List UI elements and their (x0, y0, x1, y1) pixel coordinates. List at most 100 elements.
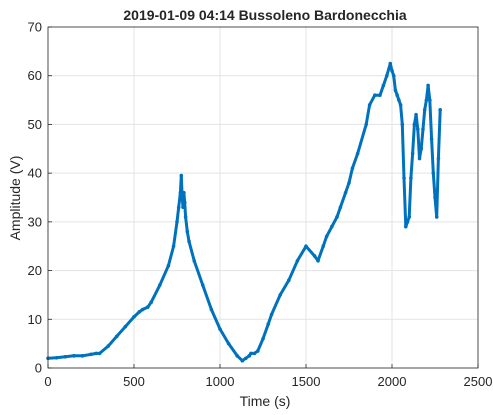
data-point (417, 156, 422, 161)
data-point (424, 98, 429, 102)
data-point (106, 344, 110, 348)
y-axis-label: Amplitude (V) (7, 156, 23, 241)
data-point (183, 215, 188, 219)
data-point (244, 356, 248, 361)
data-point (175, 220, 179, 224)
y-tick-label: 70 (28, 20, 42, 35)
plot-area (48, 27, 478, 368)
y-tick-label: 0 (35, 361, 42, 376)
data-point (381, 83, 386, 88)
data-point (409, 176, 413, 180)
data-point (295, 259, 300, 263)
data-point (123, 324, 128, 329)
data-point (410, 151, 415, 156)
data-point (187, 239, 191, 244)
data-point (269, 312, 274, 317)
data-point (54, 355, 59, 360)
data-point (431, 171, 436, 175)
data-point (94, 351, 98, 356)
data-point (115, 334, 119, 339)
data-point (178, 190, 183, 195)
data-point (398, 103, 403, 107)
x-tick-label: 2000 (378, 374, 407, 389)
data-point (137, 310, 141, 314)
data-point (89, 352, 93, 357)
data-point (412, 122, 417, 127)
data-point (421, 127, 425, 132)
data-point (433, 195, 437, 200)
data-point (355, 151, 360, 156)
data-point (278, 293, 283, 297)
data-point (287, 278, 291, 283)
x-tick-label: 2500 (464, 374, 493, 389)
data-point (171, 244, 176, 249)
data-point (321, 244, 326, 249)
data-point (436, 156, 441, 161)
data-point (63, 354, 67, 359)
data-point (407, 215, 412, 219)
data-point (391, 73, 396, 78)
data-point (419, 146, 424, 151)
x-axis-label: Time (s) (240, 393, 291, 409)
data-point (397, 98, 401, 102)
data-point (218, 327, 222, 331)
data-point (438, 108, 442, 112)
data-point (158, 283, 162, 287)
data-point (367, 103, 372, 107)
data-point (256, 349, 260, 353)
data-point (364, 122, 369, 127)
data-point (343, 190, 348, 195)
data-trace (46, 62, 442, 363)
data-point (414, 112, 418, 117)
plot-frame (47, 26, 479, 369)
data-point (240, 358, 245, 363)
data-point (132, 315, 136, 319)
data-point (416, 127, 420, 132)
data-point (434, 215, 439, 219)
data-point (180, 195, 184, 200)
data-point (179, 173, 184, 178)
y-tick-label: 40 (28, 166, 42, 181)
data-point (403, 224, 408, 229)
y-tick-label: 20 (28, 263, 42, 278)
y-tick-label: 10 (28, 312, 42, 327)
data-point (249, 351, 253, 356)
data-point (395, 93, 399, 97)
data-point (72, 354, 76, 358)
data-point (261, 336, 265, 341)
x-tick-label: 0 (44, 374, 51, 389)
data-point (166, 263, 171, 268)
y-tick-label: 50 (28, 117, 42, 132)
data-point (97, 351, 102, 356)
data-point (338, 205, 343, 210)
data-point (324, 234, 329, 239)
data-point (400, 122, 405, 127)
data-point (350, 166, 355, 171)
axis-ticks: 0 500 1000 1500 2000 2500 0 10 20 30 40 50 60 70 (28, 20, 493, 390)
data-point (181, 205, 185, 210)
x-tick-label: 1000 (206, 374, 235, 389)
data-point (388, 61, 393, 66)
data-point (347, 181, 351, 185)
data-point (330, 224, 334, 229)
data-point (149, 300, 153, 305)
data-point (390, 69, 394, 73)
chart-title: 2019-01-09 04:14 Bussoleno Bardonecchia (123, 7, 406, 23)
data-point (182, 200, 187, 205)
data-point (316, 259, 320, 263)
data-point (80, 354, 85, 358)
data-point (378, 93, 382, 97)
data-point (385, 73, 389, 78)
data-point (192, 259, 196, 263)
data-point (422, 108, 427, 112)
data-point (405, 220, 410, 224)
data-point (373, 93, 377, 97)
data-point (185, 229, 190, 234)
data-point (182, 190, 186, 195)
data-point (312, 254, 317, 258)
data-point (429, 137, 434, 141)
data-point (426, 83, 430, 88)
data-point (304, 244, 308, 249)
